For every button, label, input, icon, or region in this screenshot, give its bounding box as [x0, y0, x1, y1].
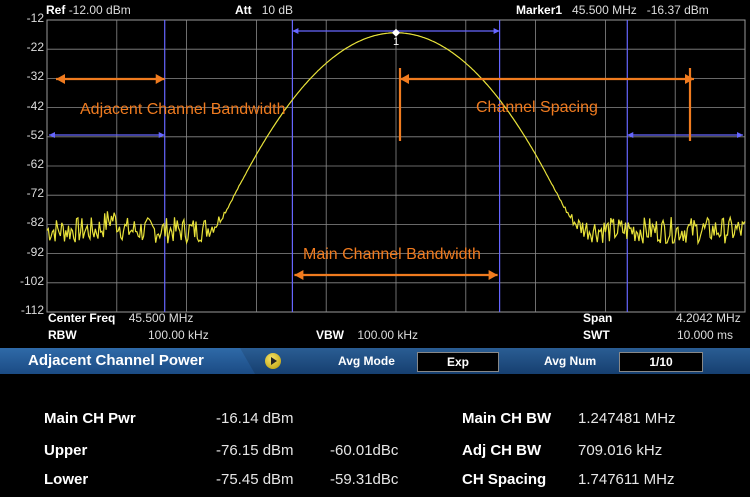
rbw-value-wrap: 100.00 kHz: [148, 328, 209, 342]
marker-1-label: 1: [393, 36, 399, 48]
ref-label: Ref: [46, 3, 66, 17]
lower-adjacent-span-arrow-head-r: [158, 132, 165, 138]
marker-label: Marker1: [516, 3, 563, 17]
main-bw-annotation: Main Channel Bandwidth: [303, 246, 481, 263]
att-label: Att: [235, 3, 252, 17]
acp-toolbar: Adjacent Channel Power Avg Mode Exp Avg …: [0, 348, 750, 374]
acp-title: Adjacent Channel Power: [0, 348, 255, 374]
main-bw-arrow-head-r: [488, 270, 498, 280]
ref-level: Ref -12.00 dBm: [46, 3, 131, 17]
span-label: Span: [583, 311, 613, 325]
upper-adjacent-span-arrow-head-l: [627, 132, 634, 138]
y-tick-label: -102: [19, 273, 44, 288]
center-freq-value: 45.500 MHz: [128, 311, 194, 325]
adj-ch-bw-label: Adj CH BW: [462, 442, 542, 459]
y-tick-label: -22: [26, 40, 44, 55]
avg-mode-field[interactable]: Exp: [417, 352, 499, 372]
att-value: 10 dB: [261, 3, 294, 17]
main-ch-pwr-label: Main CH Pwr: [44, 410, 136, 427]
swt-value: 10.000 ms: [677, 328, 734, 342]
marker-freq: 45.500 MHz: [572, 3, 637, 17]
swt-label: SWT: [583, 328, 610, 342]
marker-1-diamond: [392, 28, 400, 37]
upper-dbc: -60.01dBc: [330, 442, 399, 459]
upper-dbm: -76.15 dBm: [216, 442, 294, 459]
rbw-label: RBW: [48, 328, 77, 342]
acp-results: Main CH Pwr -16.14 dBm Upper -76.15 dBm …: [0, 374, 750, 497]
vbw-label: VBW: [316, 328, 344, 342]
y-tick-label: -92: [26, 244, 44, 259]
channel-spacing-annotation: Channel Spacing: [476, 99, 598, 116]
spectrum-plot[interactable]: 1: [0, 0, 750, 350]
center-freq: Center Freq 45.500 MHz: [48, 311, 193, 325]
y-tick-label: -72: [26, 186, 44, 201]
annotation-arrows: [56, 28, 694, 280]
adjacent-bw-arrow-head-r: [155, 74, 165, 84]
adjacent-bw-annotation: Adjacent Channel Bandwidth: [80, 101, 286, 118]
ch-spacing-value: 1.747611 MHz: [578, 471, 675, 488]
attenuation: Att 10 dB: [235, 3, 293, 17]
lower-adjacent-span-arrow-head-l: [49, 132, 55, 138]
upper-label: Upper: [44, 442, 88, 459]
play-icon[interactable]: [265, 353, 281, 369]
marker-readout: Marker1 45.500 MHz -16.37 dBm: [516, 3, 709, 17]
y-tick-label: -52: [26, 127, 44, 142]
vbw-value: 100.00 kHz: [357, 328, 419, 342]
rbw-value: 100.00 kHz: [148, 328, 209, 342]
lower-label: Lower: [44, 471, 89, 488]
main-ch-pwr-value: -16.14 dBm: [216, 410, 294, 427]
center-freq-label: Center Freq: [48, 311, 116, 325]
swt-value-wrap: 10.000 ms: [677, 328, 733, 342]
y-tick-label: -82: [26, 215, 44, 230]
ref-value: -12.00 dBm: [68, 3, 131, 17]
grid-lines: [47, 20, 745, 312]
upper-adjacent-span-arrow-head-r: [737, 132, 743, 138]
adj-ch-bw-value: 709.016 kHz: [578, 442, 663, 459]
y-tick-label: -12: [26, 11, 44, 25]
span: Span: [583, 311, 612, 325]
swt: SWT: [583, 328, 610, 342]
vbw: VBW 100.00 kHz: [316, 328, 418, 342]
rbw: RBW: [48, 328, 77, 342]
avg-num-label: Avg Num: [544, 354, 597, 368]
y-tick-label: -42: [26, 98, 44, 113]
main-channel-span-arrow-head-r: [493, 28, 500, 34]
span-value-wrap: 4.2042 MHz: [676, 311, 741, 325]
ch-spacing-label: CH Spacing: [462, 471, 547, 488]
avg-num-field[interactable]: 1/10: [619, 352, 703, 372]
channel-spacing-arrow-head-l: [400, 74, 409, 84]
lower-dbm: -75.45 dBm: [216, 471, 294, 488]
main-bw-arrow-head-l: [294, 270, 304, 280]
marker-level: -16.37 dBm: [646, 3, 709, 17]
avg-mode-label: Avg Mode: [338, 354, 395, 368]
main-ch-bw-label: Main CH BW: [462, 410, 552, 427]
adjacent-bw-arrow-head-l: [56, 74, 65, 84]
span-value: 4.2042 MHz: [676, 311, 741, 325]
main-channel-span-arrow-head-l: [292, 28, 299, 34]
y-tick-label: -32: [26, 69, 44, 84]
main-ch-bw-value: 1.247481 MHz: [578, 410, 676, 427]
y-tick-label: -112: [20, 303, 44, 317]
y-tick-label: -62: [26, 157, 44, 171]
lower-dbc: -59.31dBc: [330, 471, 399, 488]
